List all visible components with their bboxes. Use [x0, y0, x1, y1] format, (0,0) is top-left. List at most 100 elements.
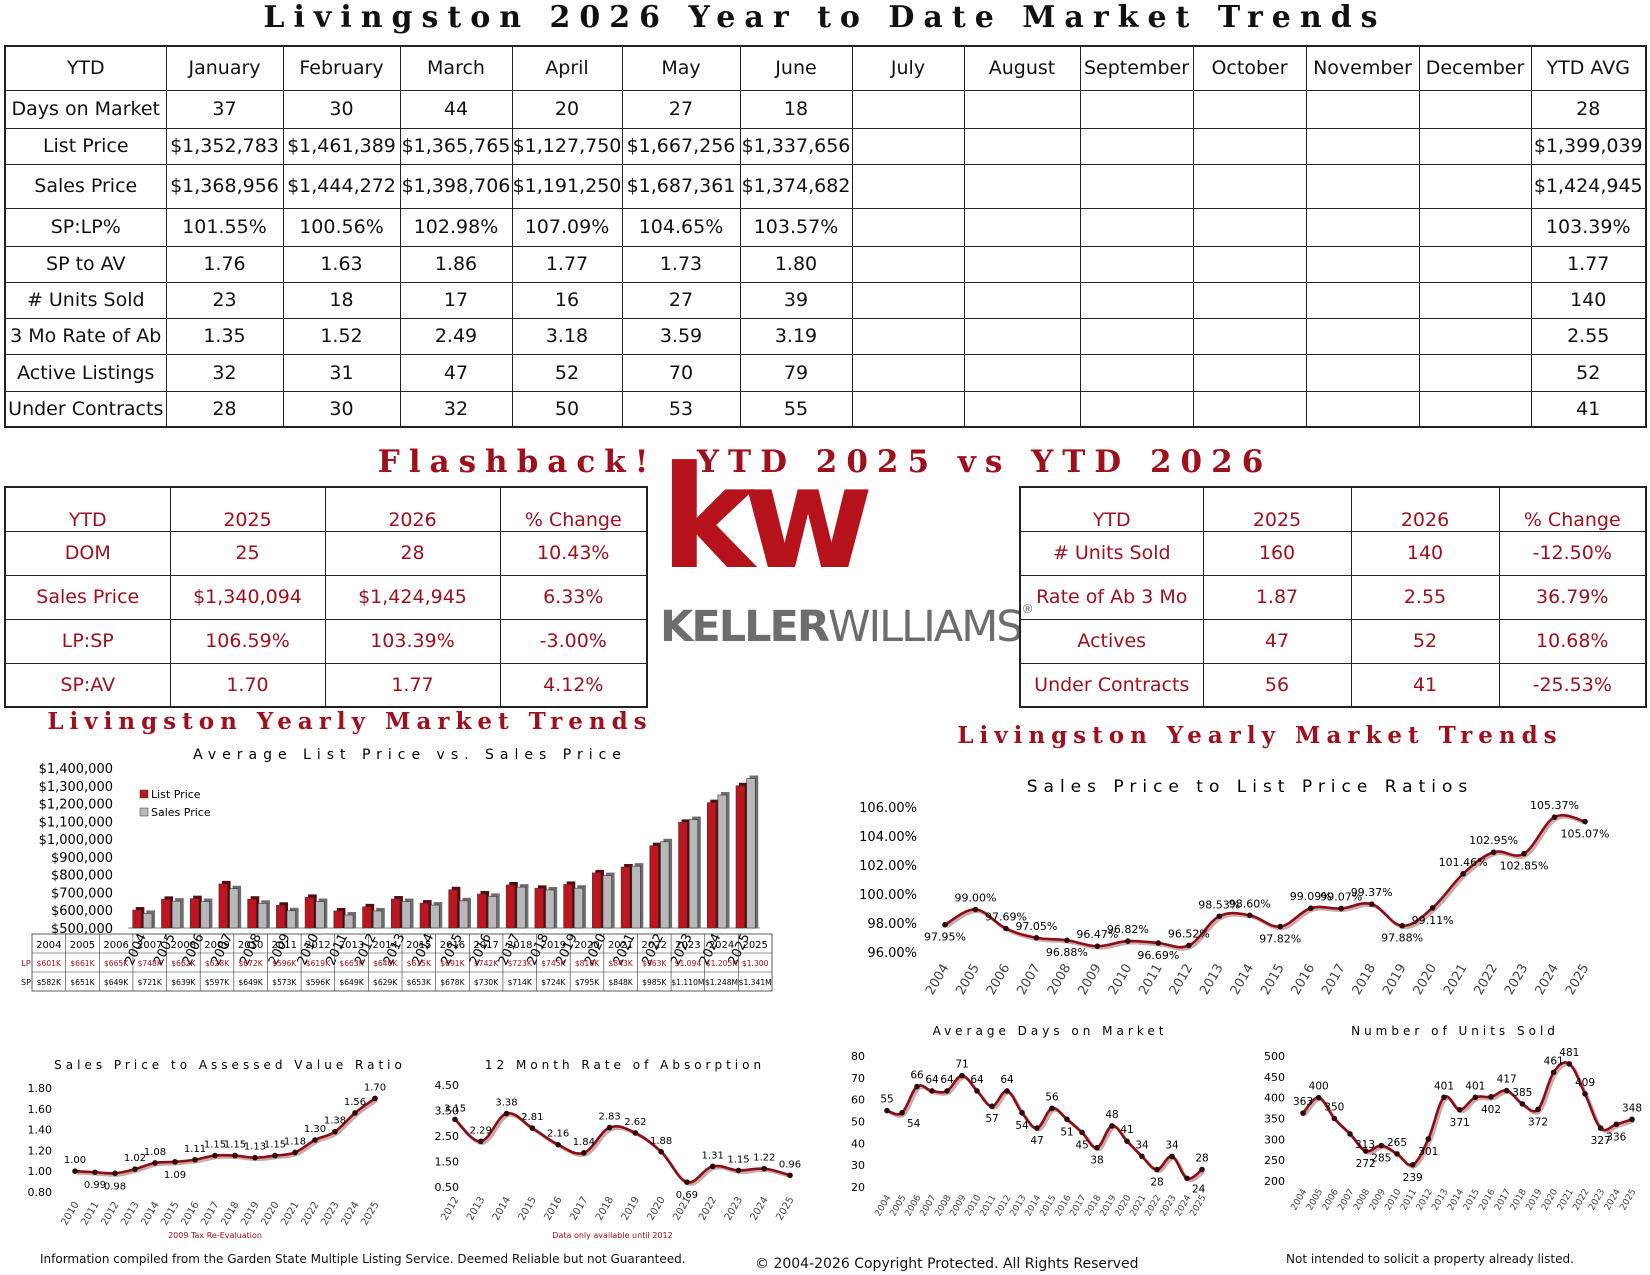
ytd-table-cell: [1079, 207, 1194, 247]
y-tick-label: 1.00: [28, 1165, 53, 1178]
ytd-table-cell: 70: [621, 353, 741, 392]
ytd-table-cell: [963, 245, 1081, 283]
flashback-left-row-label: Sales Price: [4, 574, 171, 620]
data-table-lp-value: $615K: [407, 959, 432, 968]
ytd-table-cell: [1418, 127, 1532, 165]
data-table-sp-value: $985K: [642, 978, 667, 987]
y-tick-label: 102.00%: [859, 859, 917, 874]
sales-price-bar: [200, 901, 210, 929]
ytd-table-cell: 104.65%: [621, 207, 741, 247]
data-label: 102.95%: [1469, 834, 1518, 847]
data-label: 64: [1000, 1074, 1014, 1086]
list-price-bar: [218, 883, 228, 929]
sales-price-bar: [487, 896, 498, 929]
ytd-table-cell: [851, 245, 965, 283]
ytd-table-cell: [963, 163, 1081, 209]
ytd-table-cell: 16: [511, 281, 623, 319]
x-tick-label: 2011: [1136, 962, 1166, 998]
y-tick-label: $1,400,000: [39, 762, 113, 777]
ytd-table-cell: [1418, 353, 1532, 392]
data-table-year: 2005: [70, 940, 95, 951]
ytd-table-cell: [1079, 317, 1194, 355]
data-table-lp-value: $672K: [238, 959, 263, 968]
flashback-right-row: Actives 47 52 10.68%: [1019, 618, 1647, 664]
ytd-table-cell: [1305, 353, 1420, 392]
ytd-table-cell: 103.57%: [739, 207, 853, 247]
flashback-left-cell: $1,340,094: [169, 574, 326, 620]
x-tick-label: 2018: [594, 1195, 616, 1223]
y-tick-label: $500,000: [51, 922, 113, 937]
data-point: [1490, 849, 1497, 856]
ytd-table-cell: [963, 317, 1081, 355]
data-table-year: 2006: [103, 940, 128, 951]
legend-swatch: [139, 789, 149, 799]
ytd-table-cell: [1192, 89, 1307, 129]
data-point: [152, 1160, 158, 1166]
ytd-table-cell: [1305, 245, 1420, 283]
ytd-table-cell: 20: [511, 89, 623, 129]
data-table-lp-value: $810K: [575, 959, 600, 968]
flashback-right-row: Under Contracts 56 41 -25.53%: [1019, 662, 1647, 708]
sales-price-bar: [143, 913, 153, 929]
list-price-bar: [390, 898, 401, 929]
data-label: 99.00%: [954, 892, 996, 905]
flashback-left-header-row: YTD 2025 2026% Change: [4, 486, 648, 532]
kw-name-bold: KELLER: [660, 602, 830, 652]
ytd-table-cell: 28: [1530, 89, 1647, 129]
sales-price-bar: [660, 841, 670, 929]
y-tick-label: $700,000: [51, 886, 113, 901]
ytd-table-cell: [1192, 245, 1307, 283]
data-label: 97.69%: [985, 910, 1027, 923]
sales-price-bar: [717, 794, 727, 929]
data-point: [1566, 1061, 1573, 1067]
data-label: 2.62: [624, 1117, 646, 1128]
ytd-table-cell: 18: [739, 89, 853, 129]
data-table-year: 2004: [36, 940, 61, 951]
flashback-left-cell: 10.43%: [499, 530, 648, 576]
data-point: [1582, 1091, 1588, 1097]
data-label: 461: [1544, 1055, 1564, 1067]
data-label: 301: [1418, 1146, 1438, 1158]
data-table-sp-value: $582K: [37, 978, 62, 987]
y-tick-label: 104.00%: [859, 830, 917, 845]
data-label: 327: [1591, 1135, 1611, 1147]
ytd-table-cell: [851, 353, 965, 392]
data-label: 1.84: [573, 1137, 595, 1148]
data-label: 1.31: [702, 1150, 724, 1161]
ytd-table-cell: 3.59: [621, 317, 741, 355]
data-table-lp-value: $742K: [474, 959, 499, 968]
data-point: [709, 1163, 716, 1170]
ytd-table-cell: [1079, 89, 1194, 129]
data-table-year: 2010: [238, 940, 263, 951]
y-tick-label: $900,000: [51, 851, 113, 866]
x-tick-label: 2022: [697, 1195, 719, 1223]
data-table-sp-value: $1.341M: [739, 978, 772, 987]
y-tick-label: 200: [1264, 1175, 1285, 1188]
list-price-bar: [333, 910, 343, 929]
data-point: [272, 1152, 278, 1159]
data-label: 313: [1355, 1139, 1375, 1151]
data-label: 1.15: [264, 1140, 286, 1151]
y-tick-label: 1.80: [28, 1082, 53, 1095]
data-table-sp-value: $848K: [608, 978, 633, 987]
ytd-table-cell: [1192, 127, 1307, 165]
ytd-table-row-label: SP:LP%: [4, 207, 167, 247]
footer-disclaimer: Information compiled from the Garden Sta…: [40, 1252, 686, 1266]
ytd-table-cell: 55: [739, 390, 853, 428]
flashback-left-row-label: SP:AV: [4, 662, 171, 708]
ytd-table-cell: [1079, 390, 1194, 428]
data-point: [332, 1128, 338, 1135]
sales-price-bar: [459, 900, 469, 929]
list-price-bar: [419, 902, 429, 929]
list-price-bar: [304, 897, 315, 929]
y-tick-label: 100.00%: [859, 888, 917, 903]
flashback-left-cell: 28: [324, 530, 501, 576]
ytd-table-row: SP to AV 1.76 1.63 1.86 1.77 1.73 1.80 1.77: [4, 245, 1647, 283]
ytd-table-cell: [1192, 353, 1307, 392]
list-price-bar: [132, 909, 142, 929]
data-label: 28: [1150, 1177, 1163, 1189]
data-table-year: 2017: [473, 940, 498, 951]
ytd-table-cell: [1192, 281, 1307, 319]
data-label: 96.47%: [1076, 928, 1118, 941]
